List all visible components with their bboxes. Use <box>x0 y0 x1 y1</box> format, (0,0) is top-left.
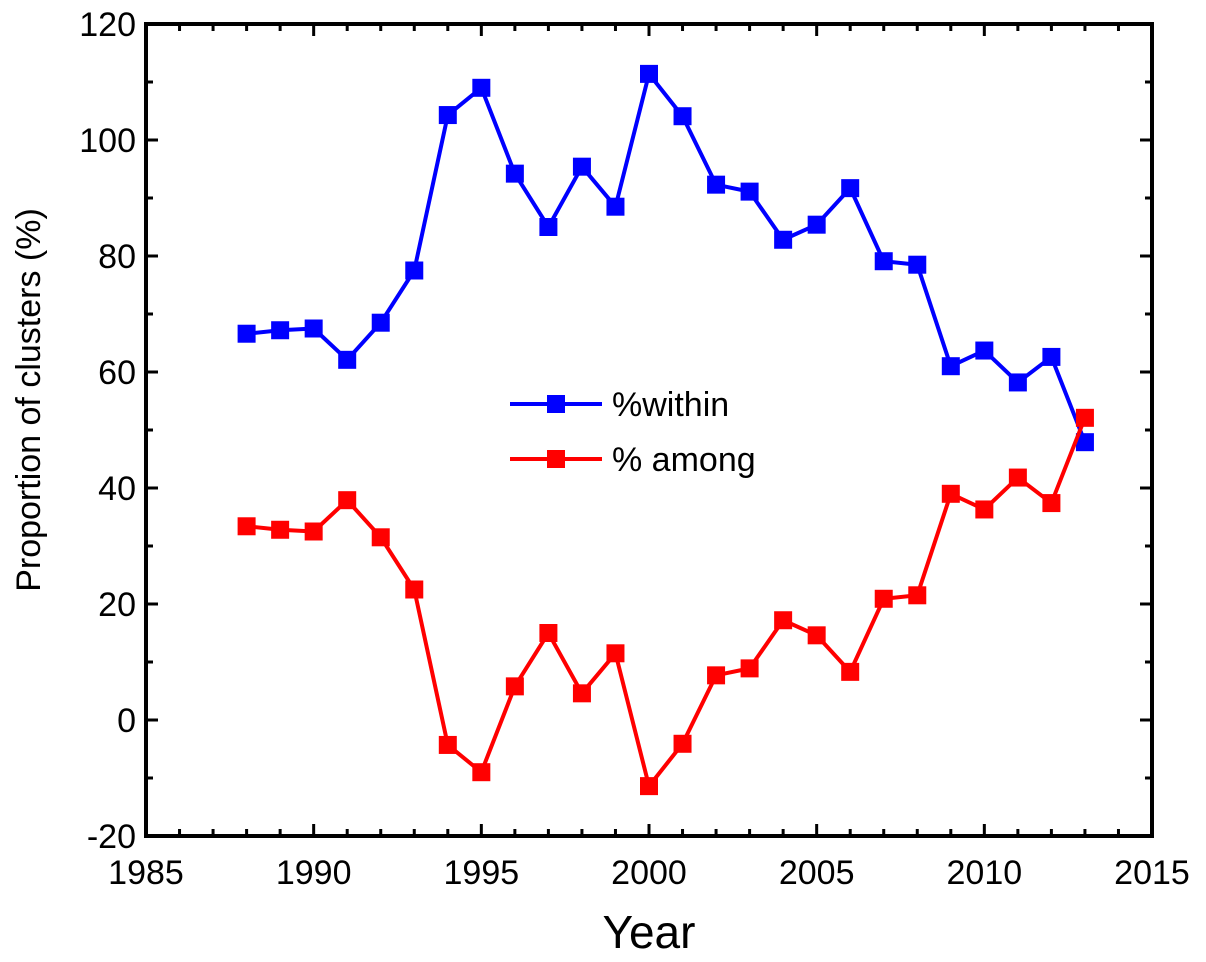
data-point-within <box>338 350 357 369</box>
data-point-among <box>841 662 860 681</box>
x-tick-label: 2010 <box>947 854 1023 892</box>
y-tick-label: 20 <box>98 586 136 624</box>
data-point-within <box>874 252 893 271</box>
series-within <box>237 64 1094 452</box>
data-point-among <box>438 735 457 754</box>
data-point-among <box>874 589 893 608</box>
x-tick-label: 1990 <box>276 854 352 892</box>
data-point-within <box>505 164 524 183</box>
y-tick-label: 40 <box>98 470 136 508</box>
data-point-within <box>941 357 960 376</box>
data-point-among <box>572 684 591 703</box>
data-point-among <box>1008 468 1027 487</box>
data-point-within <box>774 230 793 249</box>
data-point-within <box>673 107 692 126</box>
x-tick-label: 2015 <box>1114 854 1190 892</box>
y-axis-title: Proportion of clusters (%) <box>10 208 48 592</box>
data-point-among <box>505 677 524 696</box>
data-point-among <box>1042 494 1061 513</box>
legend-label-among: % among <box>612 441 756 479</box>
data-point-within <box>1075 433 1094 452</box>
data-point-among <box>1075 408 1094 427</box>
data-point-within <box>975 341 994 360</box>
data-point-within <box>237 324 256 343</box>
y-tick-label: 60 <box>98 354 136 392</box>
data-point-within <box>1042 347 1061 366</box>
data-point-among <box>271 520 290 539</box>
data-point-within <box>371 313 390 332</box>
legend: %within % among <box>510 386 756 479</box>
data-point-among <box>237 517 256 536</box>
data-point-within <box>438 106 457 125</box>
data-point-within <box>472 78 491 97</box>
x-tick-label: 2000 <box>611 854 687 892</box>
data-point-within <box>707 175 726 194</box>
data-point-within <box>405 261 424 280</box>
x-tick-label: 2005 <box>779 854 855 892</box>
data-point-among <box>472 763 491 782</box>
y-tick-label: 100 <box>79 122 136 160</box>
axis-ticks <box>144 22 1154 838</box>
data-point-among <box>975 500 994 519</box>
data-point-among <box>908 586 927 605</box>
legend-marker-among <box>547 450 565 468</box>
data-point-within <box>807 215 826 234</box>
data-point-within <box>606 197 625 216</box>
data-point-among <box>539 624 558 642</box>
data-point-within <box>539 218 558 236</box>
x-axis-title: Year <box>603 906 696 958</box>
data-point-within <box>572 157 591 176</box>
data-point-among <box>640 777 658 796</box>
plot-frame <box>144 22 1154 838</box>
y-tick-label: 80 <box>98 238 136 276</box>
data-point-among <box>774 611 793 630</box>
data-point-within <box>1008 373 1027 392</box>
data-point-among <box>338 491 357 510</box>
data-point-among <box>707 666 726 685</box>
data-point-among <box>371 528 390 547</box>
data-point-among <box>941 484 960 503</box>
series-layer <box>237 64 1094 796</box>
x-tick-label: 1995 <box>444 854 520 892</box>
y-tick-label: -20 <box>87 818 136 856</box>
data-point-within <box>640 64 658 83</box>
data-point-within <box>304 319 323 338</box>
legend-label-within: %within <box>612 386 729 424</box>
data-point-within <box>841 179 860 198</box>
legend-marker-within <box>547 395 565 413</box>
series-among <box>237 408 1094 796</box>
data-point-among <box>673 734 692 753</box>
data-point-among <box>807 626 826 645</box>
y-tick-label: 0 <box>117 702 136 740</box>
tick-labels: 1985 1990 1995 2000 2005 2010 2015 -20 0 20 40 60 80… <box>79 6 1190 892</box>
data-point-within <box>271 321 290 340</box>
data-point-within <box>908 255 927 274</box>
data-point-among <box>405 580 424 599</box>
data-point-among <box>740 659 759 678</box>
data-point-among <box>304 522 323 541</box>
y-tick-label: 120 <box>79 6 136 44</box>
data-point-within <box>740 182 759 201</box>
data-point-among <box>606 644 625 663</box>
x-tick-label: 1985 <box>108 854 184 892</box>
